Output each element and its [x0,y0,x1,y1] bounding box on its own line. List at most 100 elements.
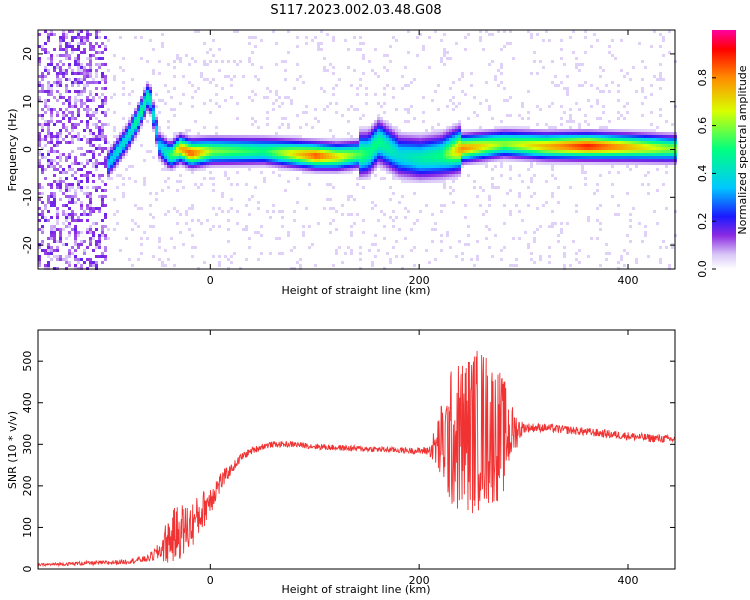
spectrogram-cell [140,126,143,129]
spectrogram-cell [428,153,431,156]
spectrogram-cell [440,165,443,168]
spectrogram-cell [227,138,230,141]
spectrogram-cell [56,183,59,186]
spectrogram-cell [362,147,365,150]
spectrogram-cell [56,132,59,135]
spectrogram-cell [434,150,437,153]
colorbar-tick-label: 0.6 [696,117,709,135]
spectrogram-cell [101,126,104,129]
spectrogram-cell [101,129,104,132]
spectrogram-cell [281,150,284,153]
spectrogram-cell [179,174,182,177]
spectrogram-cell [467,117,470,120]
colorbar: 0.00.20.40.60.8 Normalized spectral ampl… [696,30,749,278]
spectrogram-cell [50,147,53,150]
spectrogram-cell [521,180,524,183]
spectrogram-cell [584,141,587,144]
spectrogram-cell [302,168,305,171]
spectrogram-cell [533,129,536,132]
spectrogram-cell [464,243,467,246]
spectrogram-cell [185,162,188,165]
spectrogram-cell [380,156,383,159]
spectrogram-cell [428,141,431,144]
spectrogram-cell [530,129,533,132]
spectrogram-cell [164,135,167,138]
spectrogram-cell [269,153,272,156]
spectrogram-cell [65,156,68,159]
spectrogram-cell [482,135,485,138]
spectrogram-cell [89,231,92,234]
spectrogram-cell [449,99,452,102]
spectrogram-cell [566,153,569,156]
spectrogram-cell [209,162,212,165]
spectrogram-cell [392,126,395,129]
spectrogram-cell [149,87,152,90]
spectrogram-cell [326,198,329,201]
spectrogram-cell [533,261,536,264]
spectrogram-cell [590,135,593,138]
spectrogram-cell [554,84,557,87]
spectrogram-cell [167,258,170,261]
spectrogram-cell [641,129,644,132]
spectrogram-cell [53,108,56,111]
spectrogram-cell [206,153,209,156]
spectrogram-cell [509,165,512,168]
spectrogram-cell [452,108,455,111]
spectrogram-cell [611,54,614,57]
spectrogram-cell [101,195,104,198]
spectrogram-cell [389,144,392,147]
spectrogram-cell [329,171,332,174]
spectrogram-cell [191,138,194,141]
spectrogram-cell [134,111,137,114]
spectrogram-cell [356,177,359,180]
spectrogram-cell [485,159,488,162]
spectrogram-cell [158,144,161,147]
spectrogram-cell [149,150,152,153]
spectrogram-cell [104,204,107,207]
spectrogram-cell [446,129,449,132]
spectrogram-cell [308,147,311,150]
spectrogram-cell [329,102,332,105]
spectrogram-cell [521,159,524,162]
spectrogram-cell [527,135,530,138]
spectrogram-cell [521,117,524,120]
spectrogram-cell [122,57,125,60]
spectrogram-cell [431,141,434,144]
spectrogram-cell [419,132,422,135]
spectrogram-cell [47,237,50,240]
spectrogram-cell [269,159,272,162]
spectrogram-cell [389,129,392,132]
spectrogram-cell [545,153,548,156]
spectrogram-cell [638,156,641,159]
spectrogram-cell [371,147,374,150]
colorbar-gradient [712,30,736,269]
spectrogram-cell [245,165,248,168]
spectrogram-cell [500,159,503,162]
spectrogram-cell [293,246,296,249]
spectrogram-cell [515,129,518,132]
spectrogram-cell [569,135,572,138]
spectrogram-cell [587,132,590,135]
spectrogram-cell [98,96,101,99]
spectrogram-cell [671,132,674,135]
spectrogram-cell [509,126,512,129]
spectrogram-cell [461,141,464,144]
spectrogram-cell [182,156,185,159]
spectrogram-cell [431,144,434,147]
spectrogram-cell [389,165,392,168]
spectrogram-cell [293,147,296,150]
spectrogram-cell [86,30,89,33]
spectrogram-cell [407,165,410,168]
spectrogram-cell [263,96,266,99]
spectrogram-cell [407,210,410,213]
spectrogram-cell [62,111,65,114]
spectrogram-cell [92,264,95,267]
spectrogram-cell [398,138,401,141]
spectrogram-cell [164,156,167,159]
spectrogram-cell [629,156,632,159]
spectrogram-cell [74,99,77,102]
spectrogram-cell [377,165,380,168]
spectrogram-cell [287,96,290,99]
spectrogram-cell [671,246,674,249]
spectrogram-cell [161,141,164,144]
